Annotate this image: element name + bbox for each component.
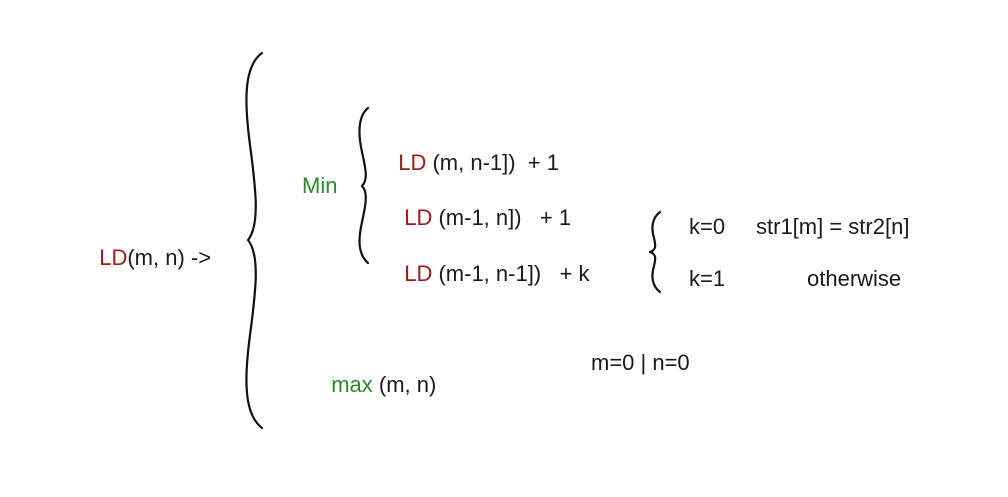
max-condition: m=0 | n=0 (591, 350, 690, 375)
lhs-ld: LD (99, 245, 128, 270)
k-brace (648, 210, 662, 294)
k-case-value: k=0 (689, 214, 726, 239)
lhs-args: (m, n) -> (127, 245, 212, 270)
min-term-ld: LD (398, 150, 427, 175)
max-label: max (331, 372, 373, 397)
k-case-condition: str1[m] = str2[n] (756, 214, 910, 239)
k-case-value: k=1 (689, 266, 726, 291)
min-label: Min (302, 173, 338, 198)
min-term: LD (m-1, n]) + 1 (392, 185, 571, 229)
min-brace (358, 106, 370, 265)
k-case-condition: otherwise (807, 266, 902, 291)
min-term-ld: LD (404, 261, 433, 286)
min-term-rest: (m, n-1]) + 1 (426, 150, 560, 175)
min-term: LD (m-1, n-1]) + k (392, 241, 589, 285)
min-term-rest: (m-1, n-1]) + k (432, 261, 590, 286)
min-term-ld: LD (404, 205, 433, 230)
min-term: LD (m, n-1]) + 1 (386, 130, 559, 174)
lhs-expression: LD(m, n) -> (87, 225, 211, 269)
outer-brace (245, 51, 264, 430)
min-term-rest: (m-1, n]) + 1 (432, 205, 572, 230)
max-expression: max (m, n) (319, 352, 436, 396)
max-args: (m, n) (372, 372, 437, 397)
